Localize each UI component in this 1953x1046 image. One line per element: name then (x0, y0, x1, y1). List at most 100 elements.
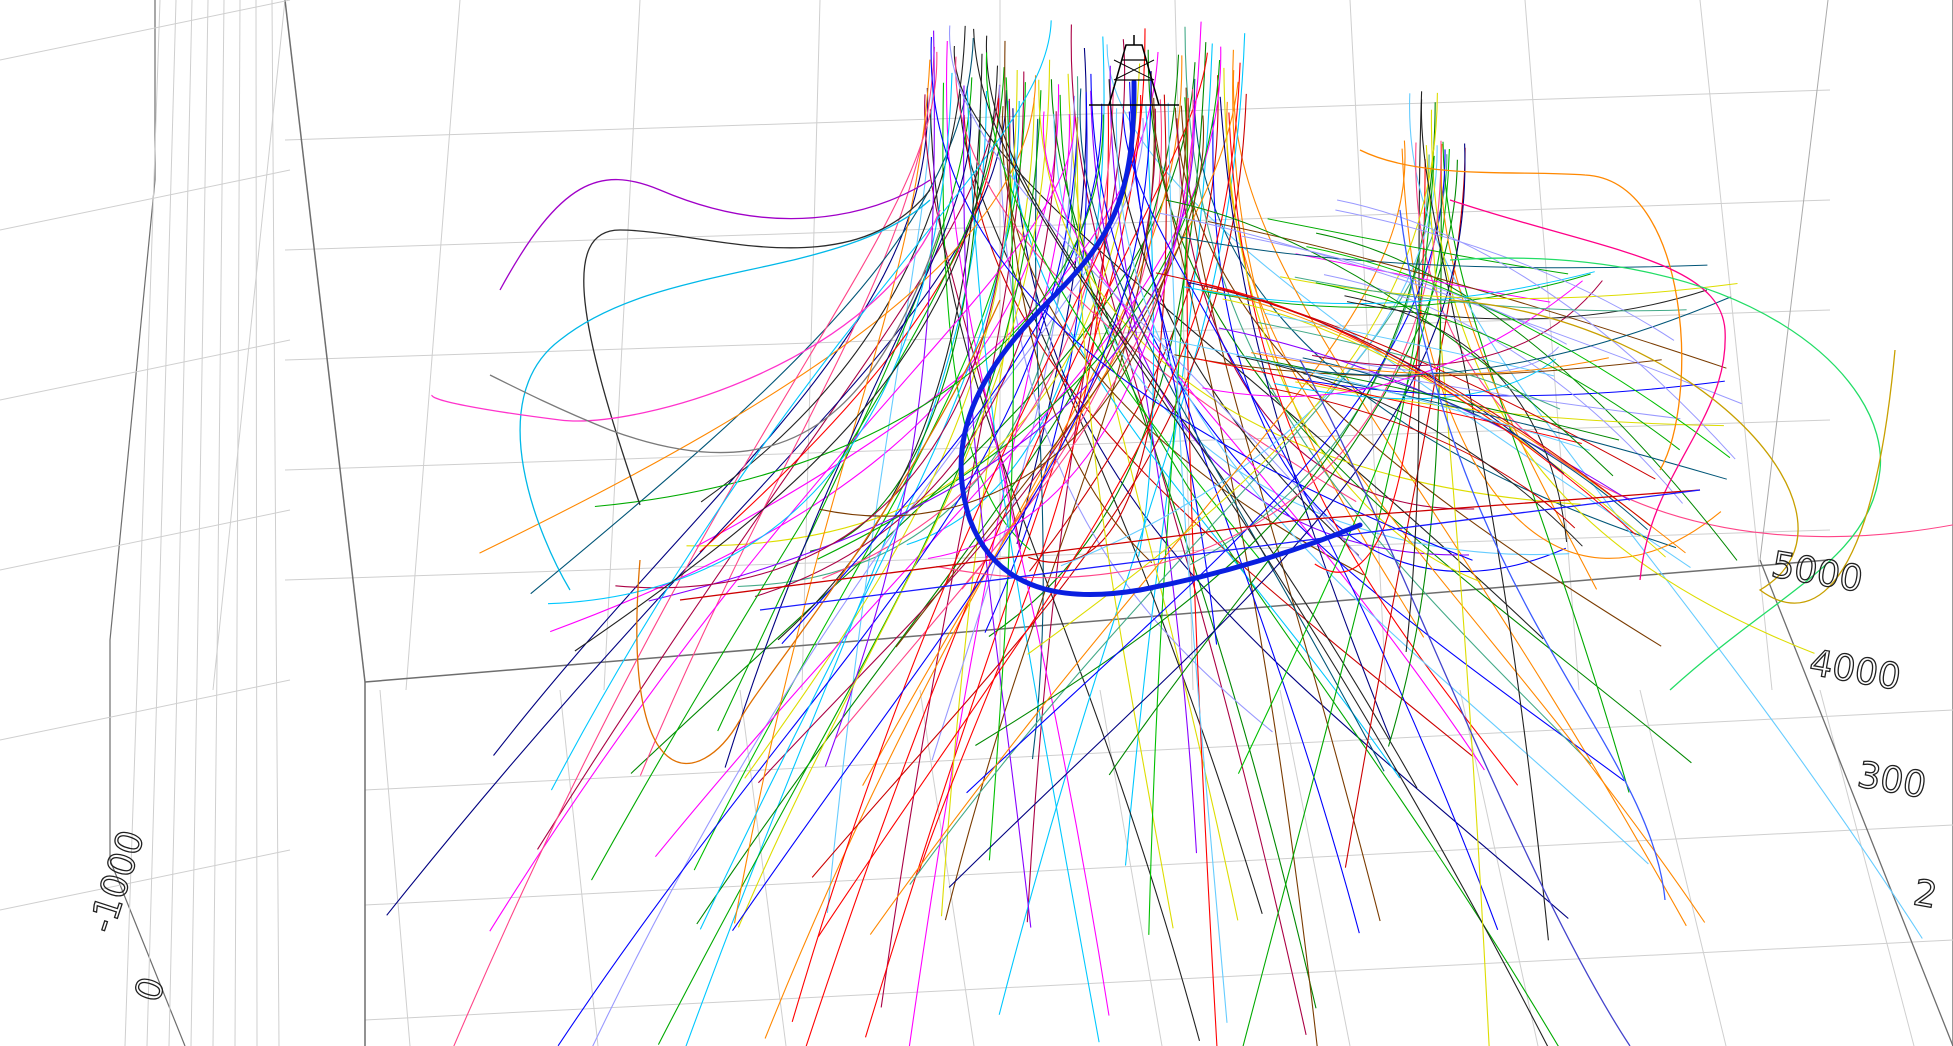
grid-line (212, 0, 225, 1046)
well-trajectory (550, 20, 1052, 791)
well-trajectory (717, 77, 973, 732)
well-trajectory (1076, 117, 1174, 929)
well-trajectory (924, 94, 1022, 550)
well-trajectory (963, 85, 1032, 928)
well-trajectory (733, 59, 931, 924)
grid-line (284, 199, 1831, 251)
well-trajectory (1401, 148, 1722, 559)
well-trajectory (1399, 209, 1666, 901)
well-trajectory (699, 98, 1000, 553)
well-trajectory (822, 86, 1114, 580)
right-axis-edge (1759, 559, 1953, 1046)
well-lateral (1251, 352, 1609, 375)
well-trajectory (700, 25, 966, 503)
well-lateral (1155, 272, 1656, 480)
well-trajectory (869, 140, 1406, 935)
well-lateral (1256, 351, 1681, 420)
well-trajectory (1116, 108, 1649, 865)
grid-line (0, 849, 291, 911)
well-lateral (1270, 373, 1725, 397)
grid-line (801, 0, 821, 691)
well-trajectory (940, 97, 1035, 917)
grid-line (603, 0, 641, 691)
well-lateral (1183, 271, 1595, 305)
well-lateral (1241, 235, 1567, 345)
well-lateral (1196, 358, 1582, 444)
well-lateral (1202, 280, 1583, 397)
well-trajectory (826, 86, 934, 913)
grid-line (919, 689, 975, 1046)
well-trajectory (615, 98, 1011, 589)
well-trajectory (906, 36, 1105, 546)
well-trajectory (1237, 148, 1450, 774)
derrick-brace (1113, 59, 1155, 81)
right-tick-300: 300 (1854, 754, 1929, 806)
highlighted-well[interactable] (958, 79, 1363, 598)
well-trajectory (975, 102, 1436, 746)
well-trajectory (557, 117, 1079, 1046)
well-trajectory (1314, 159, 1426, 573)
right-tick-2: 2 (1910, 872, 1940, 916)
well-trajectory (966, 86, 1100, 1043)
grid-line (255, 0, 258, 1046)
well-trajectory (757, 108, 1157, 784)
grid-line (146, 0, 177, 1046)
grid-line (0, 169, 291, 231)
grid-line (1639, 689, 1727, 1046)
left-panel-edge (109, 859, 186, 1046)
well-trajectory (931, 95, 1076, 761)
well-trajectory (685, 90, 988, 1046)
well-trajectory (679, 489, 1701, 601)
well-trajectory (973, 28, 1549, 1046)
well-trajectory (1242, 155, 1435, 1046)
well-trajectory (1053, 113, 1570, 556)
well-trajectory (1148, 97, 1188, 935)
well-trajectory (489, 229, 941, 454)
well-trajectory (1409, 93, 1923, 939)
well-trajectory (499, 178, 931, 291)
well-lateral (1295, 253, 1551, 303)
grid-line (1819, 689, 1915, 1046)
grid-line (284, 89, 1831, 141)
grid-line (364, 709, 1953, 791)
well-lateral (1159, 212, 1742, 405)
well-lateral (1306, 246, 1731, 459)
well-lateral (1161, 338, 1590, 451)
well-trajectory (1167, 102, 1228, 1023)
well-lateral (1303, 373, 1727, 480)
left-wall-edge (284, 0, 366, 683)
well-trajectory (809, 109, 981, 552)
grid-line (168, 0, 193, 1046)
well-trajectory (489, 116, 1075, 932)
well-trajectory (818, 87, 1187, 517)
well-trajectory (805, 52, 1208, 1046)
well-trajectory (479, 75, 1037, 554)
well-trajectory (1001, 106, 1364, 576)
well-lateral (1280, 276, 1738, 300)
grid-line (1099, 689, 1163, 1046)
well-trajectory (732, 71, 1152, 932)
well-trajectory (1299, 359, 1631, 1046)
well-trajectory (654, 46, 1222, 858)
grid-line (405, 0, 461, 691)
well-trajectory (1449, 299, 1896, 604)
well-lateral (1337, 199, 1736, 460)
grid-line (0, 509, 291, 571)
right-wall-edge (1759, 0, 1829, 561)
well-trajectory (929, 109, 1201, 1042)
well-lateral (1274, 358, 1557, 400)
well-trajectory (1038, 79, 1581, 505)
well-trajectory (895, 115, 1205, 648)
well-trajectory (493, 87, 929, 756)
well-lateral (1315, 282, 1681, 451)
well-trajectory (1184, 26, 1592, 765)
grid-line (0, 0, 291, 61)
highlighted-well-path (958, 79, 1363, 598)
grid-line (234, 0, 241, 1046)
well-trajectory (908, 114, 1071, 1046)
well-trajectory (963, 114, 1474, 758)
grid-line (0, 339, 291, 401)
